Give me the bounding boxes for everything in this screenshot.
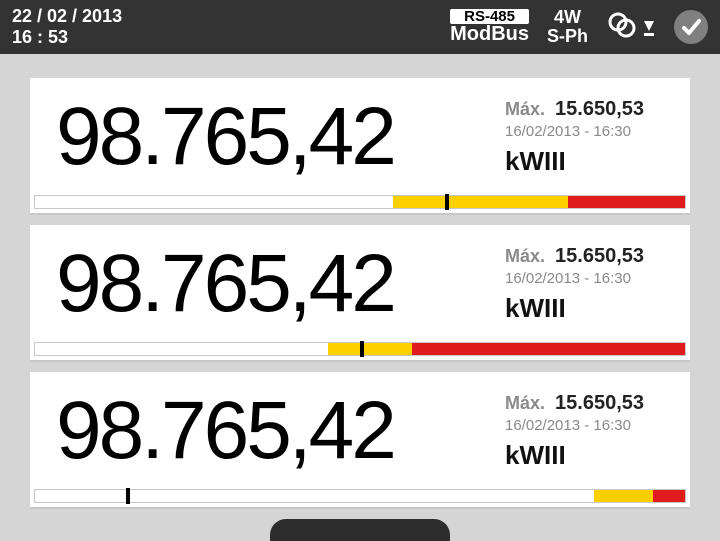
bar-segment	[35, 490, 594, 502]
bar-segment	[35, 343, 328, 355]
unit-label: kWIII	[505, 146, 680, 177]
max-row: Máx. 15.650,53	[505, 245, 680, 268]
max-row: Máx. 15.650,53	[505, 392, 680, 415]
range-bar	[34, 489, 686, 503]
bar-segment	[653, 490, 686, 502]
unit-label: kWIII	[505, 293, 680, 324]
max-value: 15.650,53	[555, 98, 644, 121]
modbus-label: ModBus	[450, 24, 529, 45]
date-text: 22 / 02 / 2013	[12, 6, 152, 27]
bar-segment	[412, 343, 685, 355]
max-label: Máx.	[505, 246, 545, 267]
recording-icon	[606, 10, 656, 44]
reading-meta: Máx. 15.650,53 16/02/2013 - 16:30 kWIII	[505, 98, 690, 177]
reading-panel: 98.765,42 Máx. 15.650,53 16/02/2013 - 16…	[30, 372, 690, 509]
comm-block: RS-485 ModBus	[450, 9, 529, 46]
panel-body: 98.765,42 Máx. 15.650,53 16/02/2013 - 16…	[30, 372, 690, 490]
reading-value: 98.765,42	[30, 96, 505, 178]
reading-value: 98.765,42	[30, 243, 505, 325]
reading-meta: Máx. 15.650,53 16/02/2013 - 16:30 kWIII	[505, 245, 690, 324]
reading-panel: 98.765,42 Máx. 15.650,53 16/02/2013 - 16…	[30, 225, 690, 362]
bar-marker	[126, 488, 130, 504]
range-bar	[34, 195, 686, 209]
panel-body: 98.765,42 Máx. 15.650,53 16/02/2013 - 16…	[30, 225, 690, 343]
wiring-block: 4W S-Ph	[547, 8, 588, 46]
max-label: Máx.	[505, 393, 545, 414]
max-value: 15.650,53	[555, 245, 644, 268]
max-timestamp: 16/02/2013 - 16:30	[505, 123, 680, 140]
max-row: Máx. 15.650,53	[505, 98, 680, 121]
bar-segment	[35, 196, 393, 208]
max-value: 15.650,53	[555, 392, 644, 415]
readings-container: 98.765,42 Máx. 15.650,53 16/02/2013 - 16…	[0, 54, 720, 509]
max-timestamp: 16/02/2013 - 16:30	[505, 270, 680, 287]
bar-segment	[393, 196, 569, 208]
wiring-bottom: S-Ph	[547, 27, 588, 46]
ok-icon[interactable]	[674, 10, 708, 44]
range-bar	[34, 342, 686, 356]
bar-marker	[360, 341, 364, 357]
datetime-block: 22 / 02 / 2013 16 : 53	[12, 6, 152, 47]
unit-label: kWIII	[505, 440, 680, 471]
wiring-top: 4W	[554, 8, 581, 27]
bar-segment	[594, 490, 653, 502]
max-label: Máx.	[505, 99, 545, 120]
bar-marker	[445, 194, 449, 210]
reading-value: 98.765,42	[30, 390, 505, 472]
rs485-tag: RS-485	[450, 9, 529, 25]
time-text: 16 : 53	[12, 27, 152, 48]
max-timestamp: 16/02/2013 - 16:30	[505, 417, 680, 434]
panel-body: 98.765,42 Máx. 15.650,53 16/02/2013 - 16…	[30, 78, 690, 196]
reading-panel: 98.765,42 Máx. 15.650,53 16/02/2013 - 16…	[30, 78, 690, 215]
bar-segment	[568, 196, 685, 208]
status-bar: 22 / 02 / 2013 16 : 53 RS-485 ModBus 4W …	[0, 0, 720, 54]
reading-meta: Máx. 15.650,53 16/02/2013 - 16:30 kWIII	[505, 392, 690, 471]
bar-segment	[328, 343, 413, 355]
bottom-handle[interactable]	[270, 519, 450, 541]
